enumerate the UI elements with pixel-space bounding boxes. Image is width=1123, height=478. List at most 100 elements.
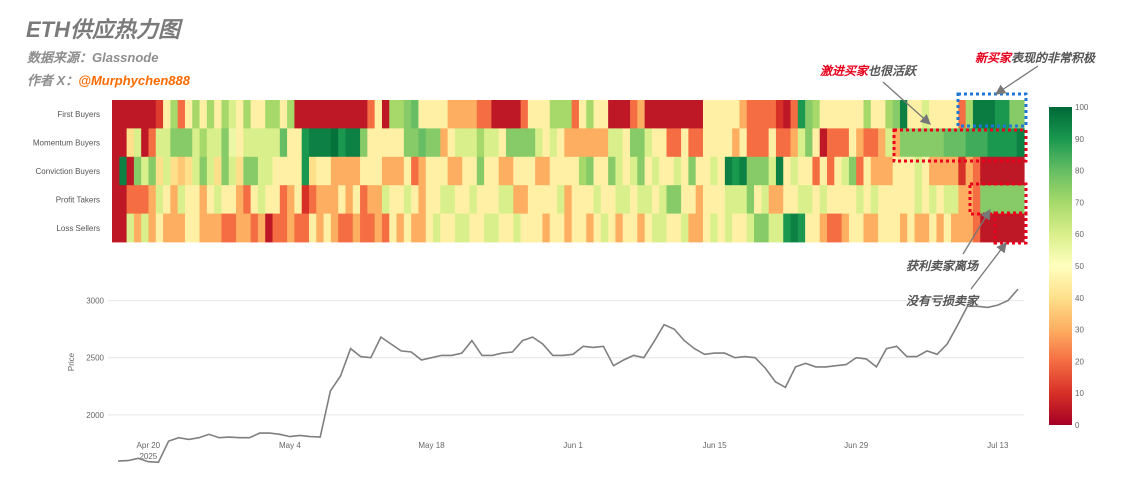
heatmap-cell: [651, 156, 660, 186]
heatmap-cell: [542, 128, 551, 158]
heatmap-cell: [1016, 128, 1025, 158]
heatmap-cell: [812, 185, 821, 214]
heatmap-cell: [418, 213, 427, 243]
heatmap-cell: [958, 185, 967, 214]
heatmap-cell: [644, 185, 653, 214]
heatmap-cell: [921, 128, 930, 158]
heatmap-cell: [462, 156, 471, 186]
colorbar-tick: 100: [1075, 103, 1089, 112]
heatmap-cell: [1009, 100, 1018, 129]
heatmap-cell: [1016, 213, 1025, 243]
heatmap-cell: [214, 213, 223, 243]
heatmap-cell: [257, 213, 266, 243]
heatmap-cell: [513, 128, 522, 158]
heatmap-cell: [308, 128, 317, 158]
heatmap-cell: [469, 213, 478, 243]
heatmap-cell: [870, 213, 879, 243]
heatmap-cell: [454, 213, 463, 243]
heatmap-cell: [243, 185, 252, 214]
heatmap-cell: [338, 128, 347, 158]
heatmap-cell: [681, 213, 689, 243]
heatmap-cell: [214, 156, 223, 186]
heatmap-cell: [754, 128, 762, 158]
heatmap-cell: [710, 128, 719, 158]
heatmap-cell: [921, 156, 930, 186]
heatmap-cell: [586, 185, 595, 214]
heatmap-cell: [761, 213, 770, 243]
colorbar-tick: 70: [1075, 198, 1084, 207]
heatmap-cell: [133, 213, 142, 243]
heatmap-cell: [250, 213, 259, 243]
heatmap-cell: [878, 185, 886, 214]
heatmap-cell: [870, 100, 879, 129]
heatmap-cell: [287, 185, 295, 214]
heatmap-cell: [681, 156, 689, 186]
heatmap-cell: [863, 185, 872, 214]
heatmap-cell: [951, 156, 959, 186]
heatmap-cell: [199, 213, 208, 243]
heatmap-cell: [593, 213, 602, 243]
colorbar-tick: 0: [1075, 421, 1080, 430]
heatmap-cell: [834, 100, 843, 129]
heatmap-cell: [805, 100, 814, 129]
heatmap-cell: [184, 213, 193, 243]
colorbar-tick: 20: [1075, 357, 1084, 366]
heatmap-cell: [688, 128, 697, 158]
heatmap-cell: [673, 185, 682, 214]
heatmap-cell: [491, 185, 500, 214]
heatmap-cell: [403, 156, 412, 186]
heatmap-cell: [192, 213, 201, 243]
heatmap-cell: [484, 213, 492, 243]
heatmap-cell: [987, 156, 996, 186]
heatmap-cell: [192, 100, 201, 129]
heatmap-cell: [148, 185, 157, 214]
heatmap-cell: [644, 128, 653, 158]
heatmap-cell: [980, 100, 989, 129]
colorbar-tick: 40: [1075, 294, 1084, 303]
heatmap-cell: [133, 100, 142, 129]
heatmap-cell: [301, 185, 310, 214]
heatmap-cell: [600, 156, 609, 186]
heatmap-cell: [564, 185, 573, 214]
heatmap-cell: [520, 185, 529, 214]
annotation-aggressive-rest: 也很活跃: [868, 64, 917, 78]
heatmap-cell: [141, 213, 150, 243]
heatmap-cell: [805, 156, 814, 186]
heatmap-cell: [440, 128, 449, 158]
heatmap-cell: [593, 128, 602, 158]
author-handle[interactable]: @Murphychen888: [78, 73, 190, 88]
heatmap-cell: [724, 213, 733, 243]
annotation-new-red: 新买家: [975, 51, 1012, 65]
chart-title: ETH供应热力图: [26, 17, 181, 42]
heatmap-cell: [257, 185, 266, 214]
heatmap-cell: [418, 185, 427, 214]
heatmap-cell: [907, 128, 916, 158]
heatmap-cell: [119, 100, 128, 129]
annotation-new-rest: 表现的非常积极: [1011, 51, 1096, 65]
heatmap-cell: [316, 185, 325, 214]
y-tick-label: 3000: [86, 297, 104, 306]
heatmap-cell: [491, 156, 500, 186]
heatmap-cell: [352, 128, 361, 158]
heatmap-cell: [710, 100, 719, 129]
heatmap-cell: [549, 100, 558, 129]
heatmap-cell: [943, 100, 952, 129]
heatmap-cell: [447, 100, 456, 129]
heatmap-cell: [702, 185, 711, 214]
heatmap-cell: [454, 156, 463, 186]
heatmap-cell: [1002, 185, 1011, 214]
heatmap-cell: [272, 100, 281, 129]
heatmap-cell: [411, 156, 420, 186]
heatmap-cell: [411, 100, 420, 129]
heatmap-cell: [768, 213, 777, 243]
heatmap-cell: [396, 213, 405, 243]
heatmap-cell: [710, 185, 719, 214]
heatmap-cell: [797, 128, 806, 158]
heatmap-cell: [659, 156, 668, 186]
heatmap-cell: [608, 185, 617, 214]
heatmap-cell: [126, 100, 135, 129]
heatmap-cell: [615, 156, 624, 186]
heatmap-cell: [301, 100, 310, 129]
heatmap-cell: [403, 213, 412, 243]
heatmap-cell: [907, 213, 916, 243]
